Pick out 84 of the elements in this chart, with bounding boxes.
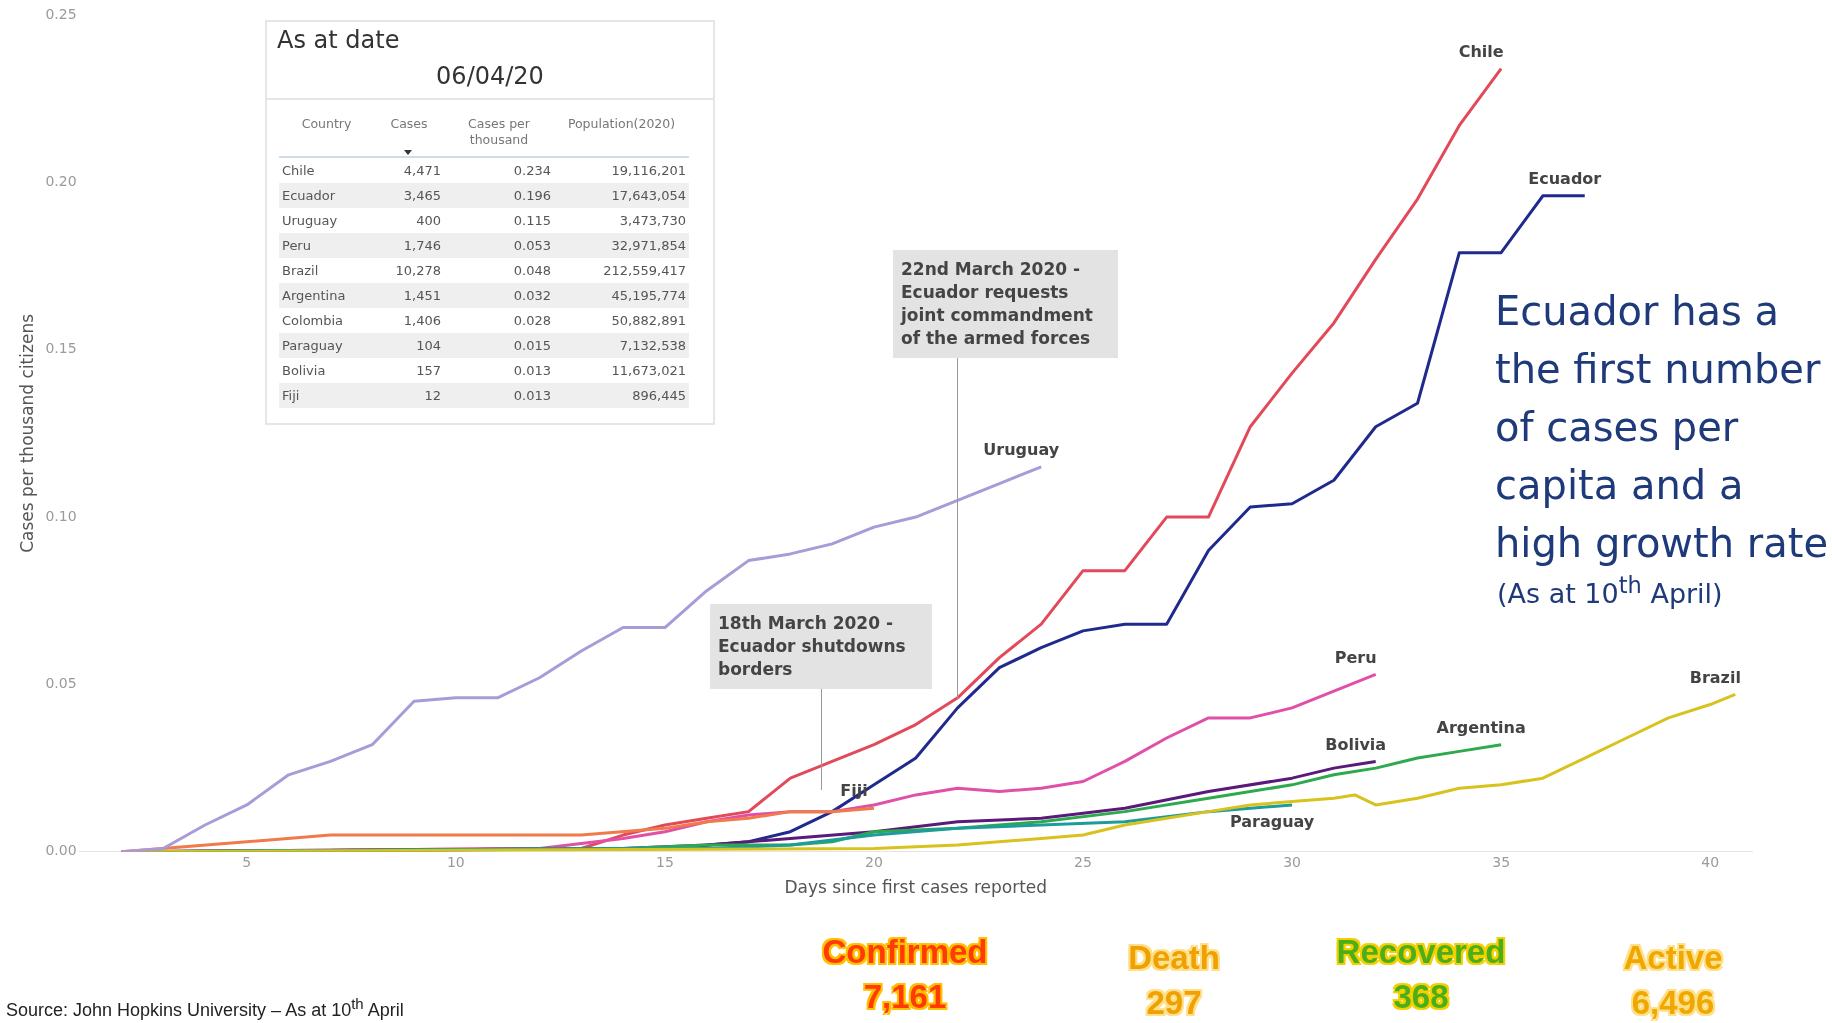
annotation: 0.053 <box>444 233 554 258</box>
x-tick-label: 30 <box>1283 853 1301 870</box>
x-tick-label: 25 <box>1074 853 1092 870</box>
text: 6,496 <box>1631 984 1715 1022</box>
annotation: 17,643,054 <box>554 183 689 208</box>
series-label: Bolivia <box>1325 734 1387 754</box>
y-axis-title: Cases per thousand citizens <box>16 313 37 553</box>
annotation: Ecuador <box>279 183 374 208</box>
annotation: 19,116,201 <box>610 162 687 180</box>
x-tick-label: 20 <box>865 853 883 870</box>
annotation: 4,471 <box>402 162 442 180</box>
text: As at date <box>277 26 400 54</box>
text: 7,161 <box>863 978 947 1016</box>
annotation: Ecuador has a the first number of cases per capita and a high growth rate <box>1495 287 1830 568</box>
annotation: 3,473,730 <box>618 212 687 230</box>
annotation: 50,882,891 <box>610 312 687 330</box>
series-label: Argentina <box>1436 717 1526 737</box>
annotation: Fiji <box>279 383 374 408</box>
annotation: (As at 10$^{th}$ April) <box>1497 572 1723 609</box>
y-tick-label: 0.15 <box>45 340 77 357</box>
annotation: 1,746 <box>374 233 444 258</box>
text: 368 <box>1393 978 1449 1016</box>
annotation: 18th March 2020 - Ecuador shutdowns borders <box>710 604 932 689</box>
annotation: 0.234 <box>512 162 552 180</box>
x-tick-label: 35 <box>1492 853 1511 870</box>
annotation: 0.115 <box>512 212 552 230</box>
x-axis-title: Days since first cases reported <box>784 877 1048 898</box>
annotation: 1,451 <box>374 283 444 308</box>
series-label: Brazil <box>1689 667 1741 687</box>
text: Confirmed <box>822 933 988 971</box>
x-tick-label: 15 <box>656 853 674 870</box>
annotation: Bolivia <box>281 362 327 380</box>
text: Active <box>1623 939 1723 977</box>
series-label: Uruguay <box>983 440 1060 460</box>
text: 297 <box>1146 984 1202 1022</box>
annotation: 10,278 <box>394 262 442 280</box>
annotation: 0.196 <box>444 183 554 208</box>
annotation: 212,559,417 <box>602 262 687 280</box>
annotation: 104 <box>374 333 444 358</box>
annotation: 3,465 <box>374 183 444 208</box>
annotation: Argentina <box>279 283 374 308</box>
annotation: 22nd March 2020 - Ecuador requests joint commandment of the armed forces <box>893 250 1118 358</box>
annotation: 157 <box>415 362 442 380</box>
series-label: Paraguay <box>1229 812 1315 832</box>
annotation: 45,195,774 <box>554 283 689 308</box>
annotation: Colombia <box>281 312 345 330</box>
y-tick-label: 0.25 <box>45 5 77 22</box>
y-tick-label: 0.20 <box>45 173 77 189</box>
annotation: 11,673,021 <box>610 362 687 380</box>
series-label: Chile <box>1458 41 1504 61</box>
x-tick-label: 40 <box>1701 853 1720 870</box>
annotation: Uruguay <box>281 212 339 230</box>
text: Death <box>1128 939 1220 977</box>
annotation: Chile <box>281 162 316 180</box>
annotation: 1,406 <box>402 312 442 330</box>
series-label: Fiji <box>840 781 868 801</box>
annotation: Peru <box>279 233 374 258</box>
annotation: 0.013 <box>512 362 552 380</box>
x-tick-label: 10 <box>446 853 465 870</box>
annotation: Population(2020) <box>554 112 689 158</box>
annotation: Country <box>279 112 374 158</box>
annotation: 896,445 <box>554 383 689 408</box>
text: 06/04/20 <box>435 62 545 90</box>
series-label: Ecuador <box>1528 168 1602 188</box>
annotation: 400 <box>415 212 442 230</box>
annotation: 12 <box>374 383 444 408</box>
annotation: 0.015 <box>444 333 554 358</box>
annotation: 32,971,854 <box>554 233 689 258</box>
source-note: Source: John Hopkins University – As at 10$^{th}$ April <box>6 995 404 1021</box>
x-tick-label: 5 <box>242 853 252 870</box>
y-tick-label: 0.05 <box>45 675 77 692</box>
annotation: Paraguay <box>279 333 374 358</box>
text: Recovered <box>1336 933 1506 971</box>
annotation: 0.028 <box>512 312 552 330</box>
annotation: 7,132,538 <box>554 333 689 358</box>
annotation: Cases per thousand <box>444 112 554 158</box>
annotation: Cases <box>374 112 444 158</box>
y-tick-label: 0.00 <box>45 842 77 859</box>
annotation: Brazil <box>281 262 320 280</box>
series-label: Peru <box>1334 647 1377 667</box>
annotation: 0.048 <box>512 262 552 280</box>
annotation: 0.013 <box>444 383 554 408</box>
y-tick-label: 0.10 <box>45 507 77 524</box>
annotation: 0.032 <box>444 283 554 308</box>
